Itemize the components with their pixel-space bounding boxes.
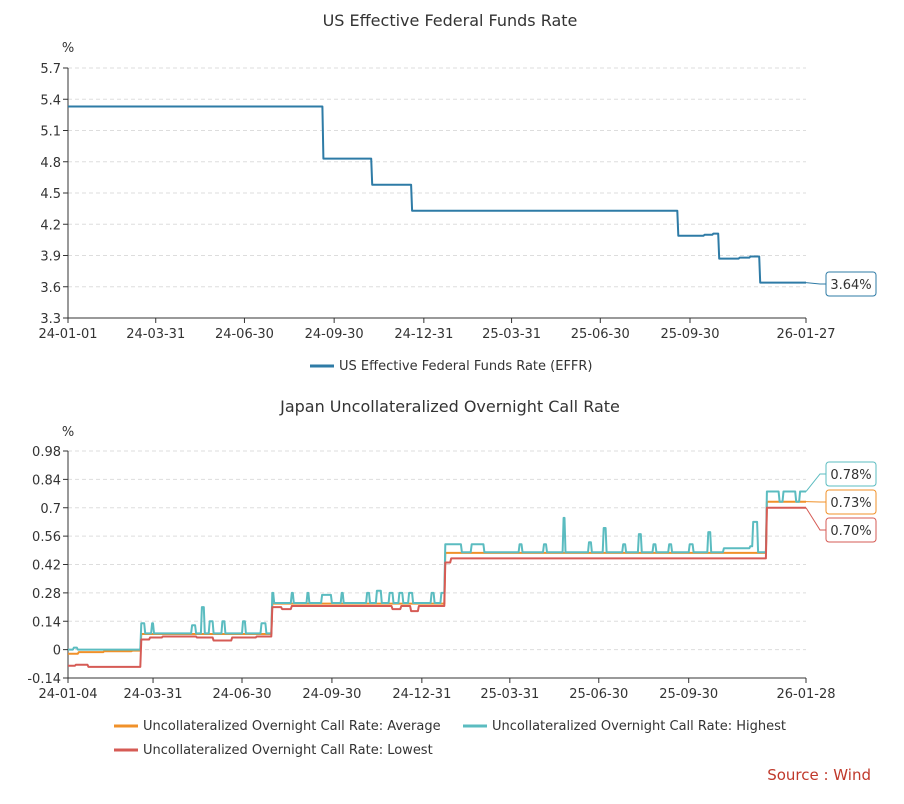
series-line-0 (68, 500, 806, 655)
x-tick-label: 24-01-01 (38, 327, 97, 342)
end-label-box (825, 517, 877, 543)
end-label-box (825, 489, 877, 515)
series-line-1 (68, 490, 806, 651)
y-tick-label: 0.56 (32, 530, 61, 545)
end-label-box (825, 461, 877, 487)
end-label: 0.78% (830, 468, 871, 483)
x-tick-label: 25-06-30 (569, 687, 628, 702)
end-label-leader (805, 507, 826, 531)
x-tick-label: 25-09-30 (659, 687, 718, 702)
x-tick-label: 24-06-30 (212, 687, 271, 702)
legend-label: US Effective Federal Funds Rate (EFFR) (339, 359, 593, 374)
series-line-2 (68, 506, 806, 668)
x-tick-label: 24-01-04 (38, 687, 97, 702)
y-tick-label: 0 (53, 644, 61, 659)
y-tick-label: 0.14 (32, 615, 61, 630)
x-tick-label: 24-09-30 (305, 327, 364, 342)
y-tick-label: 5.7 (40, 62, 61, 77)
y-tick-label: 0.7 (40, 502, 61, 517)
y-tick-label: 0.98 (32, 445, 61, 460)
end-label: 0.70% (830, 524, 871, 539)
y-tick-label: 4.8 (40, 156, 61, 171)
x-tick-label: 24-12-31 (392, 687, 451, 702)
y-tick-label: 3.9 (40, 250, 61, 265)
y-tick-label: 5.1 (40, 125, 61, 140)
x-tick-label: 25-03-31 (480, 687, 539, 702)
y-tick-label: -0.14 (27, 672, 61, 687)
chart2-title: Japan Uncollateralized Overnight Call Ra… (279, 397, 620, 416)
x-tick-label: 24-12-31 (394, 327, 453, 342)
y-tick-label: 0.84 (32, 473, 61, 488)
chart1-title: US Effective Federal Funds Rate (323, 11, 578, 30)
y-tick-label: 4.2 (40, 218, 61, 233)
y-tick-label: 4.5 (40, 187, 61, 202)
end-label-leader (805, 282, 826, 285)
y-tick-label: 3.3 (40, 312, 61, 327)
x-tick-label: 24-09-30 (302, 687, 361, 702)
y-tick-label: 3.6 (40, 281, 61, 296)
chart1-y-unit: % (62, 41, 74, 56)
x-tick-label: 25-09-30 (660, 327, 719, 342)
x-tick-label: 24-03-31 (124, 687, 183, 702)
x-tick-label: 24-06-30 (215, 327, 274, 342)
x-tick-label: 26-01-27 (776, 327, 835, 342)
legend-label: Uncollateralized Overnight Call Rate: Hi… (492, 719, 786, 734)
legend-label: Uncollateralized Overnight Call Rate: Lo… (143, 743, 433, 758)
legend-label: Uncollateralized Overnight Call Rate: Av… (143, 719, 441, 734)
y-tick-label: 0.42 (32, 559, 61, 574)
x-tick-label: 25-03-31 (482, 327, 541, 342)
source-note: Source : Wind (767, 766, 871, 784)
y-tick-label: 0.28 (32, 587, 61, 602)
chart2-y-unit: % (62, 425, 74, 440)
end-label-box (825, 271, 877, 297)
end-label: 0.73% (830, 496, 871, 511)
end-label-leader (805, 473, 826, 492)
x-tick-label: 26-01-28 (776, 687, 835, 702)
x-tick-label: 25-06-30 (571, 327, 630, 342)
y-tick-label: 5.4 (40, 93, 61, 108)
x-tick-label: 24-03-31 (126, 327, 185, 342)
end-label: 3.64% (830, 278, 871, 293)
series-line-0 (68, 105, 806, 284)
